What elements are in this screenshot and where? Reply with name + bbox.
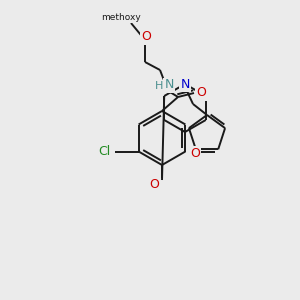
Text: methoxy: methoxy xyxy=(101,14,141,22)
Text: O: O xyxy=(141,31,151,44)
Text: O: O xyxy=(149,178,159,190)
Text: N: N xyxy=(164,79,174,92)
Text: O: O xyxy=(196,86,206,100)
Text: N: N xyxy=(180,77,190,91)
Text: O: O xyxy=(190,147,200,160)
Text: H: H xyxy=(155,81,163,91)
Text: Cl: Cl xyxy=(98,145,111,158)
